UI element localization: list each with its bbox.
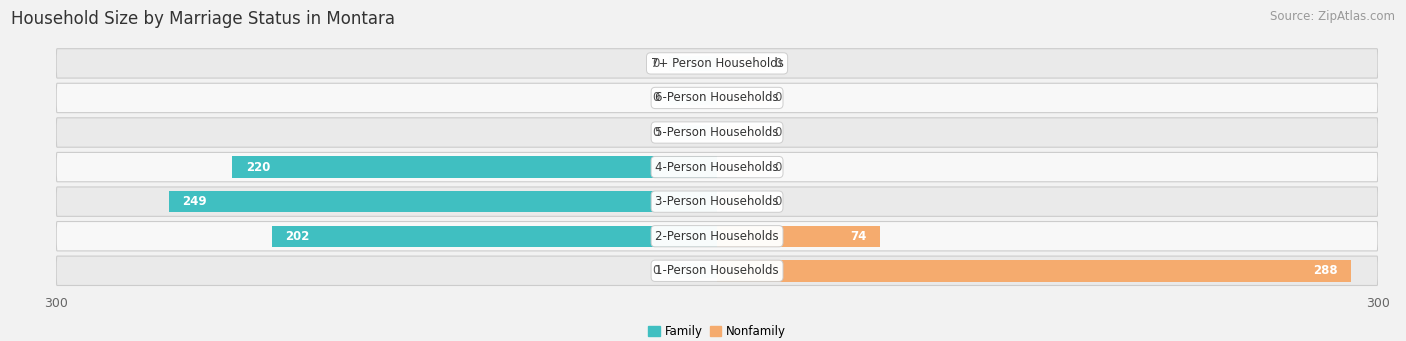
- Text: 0: 0: [775, 126, 782, 139]
- Bar: [232, 157, 717, 178]
- FancyBboxPatch shape: [56, 118, 1378, 147]
- Bar: [669, 56, 717, 71]
- Text: 0: 0: [775, 57, 782, 70]
- Bar: [717, 194, 765, 209]
- FancyBboxPatch shape: [56, 222, 1378, 251]
- Legend: Family, Nonfamily: Family, Nonfamily: [644, 321, 790, 341]
- Text: 0: 0: [652, 91, 659, 104]
- Text: 5-Person Households: 5-Person Households: [655, 126, 779, 139]
- Text: 202: 202: [285, 230, 309, 243]
- Text: Source: ZipAtlas.com: Source: ZipAtlas.com: [1270, 10, 1395, 23]
- Bar: [717, 225, 880, 247]
- Text: 1-Person Households: 1-Person Households: [655, 264, 779, 277]
- Text: 288: 288: [1313, 264, 1339, 277]
- FancyBboxPatch shape: [56, 187, 1378, 216]
- Text: 0: 0: [652, 57, 659, 70]
- Text: 7+ Person Households: 7+ Person Households: [651, 57, 783, 70]
- Bar: [717, 56, 765, 71]
- Text: 249: 249: [181, 195, 207, 208]
- FancyBboxPatch shape: [56, 152, 1378, 182]
- Text: 6-Person Households: 6-Person Households: [655, 91, 779, 104]
- Bar: [717, 260, 1351, 282]
- Bar: [669, 125, 717, 140]
- Text: 3-Person Households: 3-Person Households: [655, 195, 779, 208]
- Text: 0: 0: [775, 91, 782, 104]
- Text: 0: 0: [652, 126, 659, 139]
- Bar: [717, 90, 765, 105]
- Text: 0: 0: [775, 161, 782, 174]
- Bar: [717, 125, 765, 140]
- Text: 2-Person Households: 2-Person Households: [655, 230, 779, 243]
- Text: 4-Person Households: 4-Person Households: [655, 161, 779, 174]
- Text: Household Size by Marriage Status in Montara: Household Size by Marriage Status in Mon…: [11, 10, 395, 28]
- FancyBboxPatch shape: [56, 49, 1378, 78]
- Text: 220: 220: [246, 161, 270, 174]
- Text: 74: 74: [851, 230, 868, 243]
- FancyBboxPatch shape: [56, 256, 1378, 285]
- Bar: [669, 90, 717, 105]
- Text: 0: 0: [775, 195, 782, 208]
- FancyBboxPatch shape: [56, 83, 1378, 113]
- Text: 0: 0: [652, 264, 659, 277]
- Bar: [273, 225, 717, 247]
- Bar: [169, 191, 717, 212]
- Bar: [669, 263, 717, 278]
- Bar: [717, 160, 765, 175]
